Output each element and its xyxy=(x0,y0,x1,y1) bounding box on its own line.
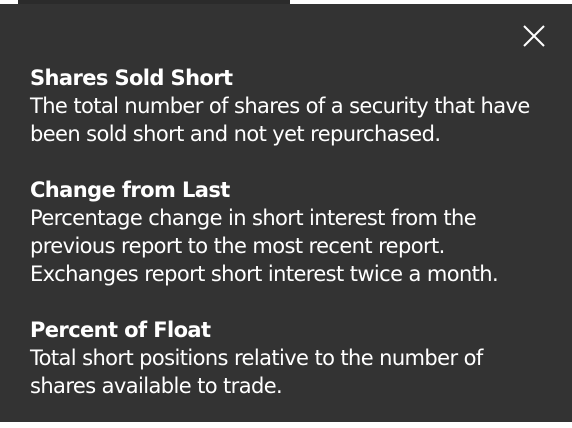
term-percent-of-float: Percent of Float Total short positions r… xyxy=(30,316,550,400)
close-button[interactable] xyxy=(522,24,546,48)
term-description: Percentage change in short interest from… xyxy=(30,206,499,286)
definitions-list: Shares Sold Short The total number of sh… xyxy=(30,64,550,428)
term-shares-sold-short: Shares Sold Short The total number of sh… xyxy=(30,64,550,148)
term-title: Shares Sold Short xyxy=(30,66,233,90)
term-change-from-last: Change from Last Percentage change in sh… xyxy=(30,176,550,288)
definitions-overlay: Shares Sold Short The total number of sh… xyxy=(0,4,572,422)
term-description: The total number of shares of a security… xyxy=(30,94,530,146)
close-icon xyxy=(523,25,545,47)
active-tab-indicator xyxy=(18,0,290,4)
term-description: Total short positions relative to the nu… xyxy=(30,346,483,398)
term-title: Change from Last xyxy=(30,178,230,202)
top-tab-strip xyxy=(0,0,572,4)
term-title: Percent of Float xyxy=(30,318,211,342)
